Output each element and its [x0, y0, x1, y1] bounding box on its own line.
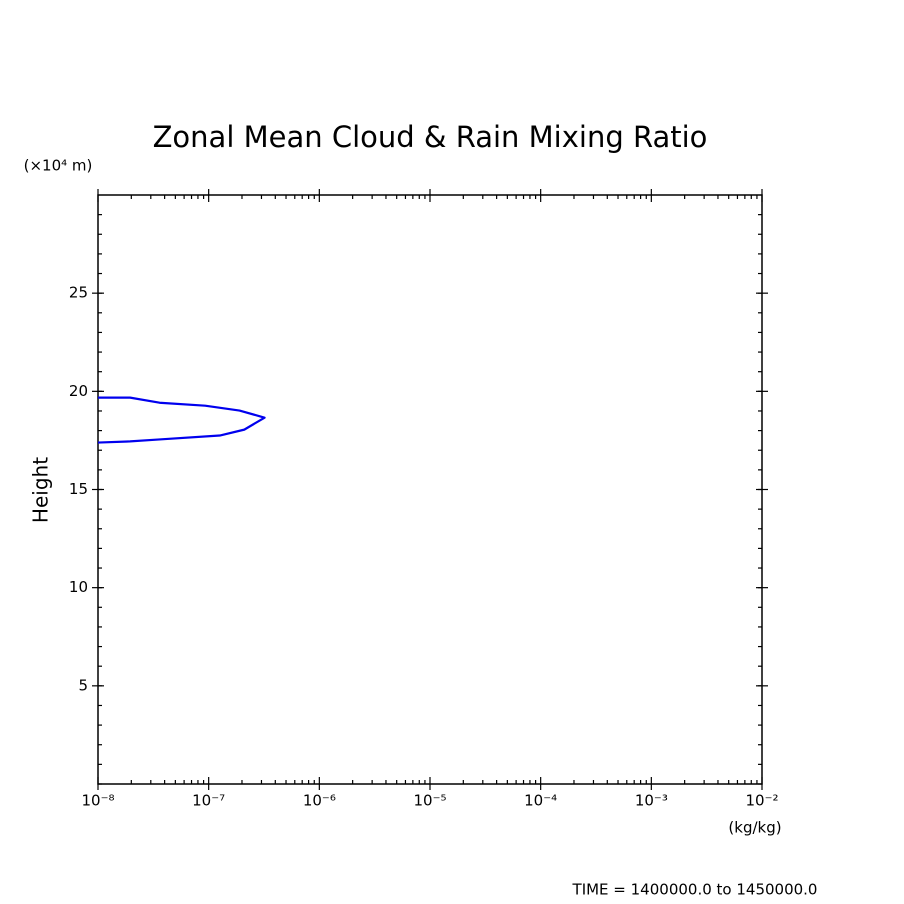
x-tick-label: 10⁻⁶	[303, 792, 336, 810]
y-axis-label: Height	[29, 457, 53, 523]
y-tick-label: 15	[69, 480, 88, 498]
y-unit-label: (×10⁴ m)	[24, 157, 93, 175]
x-tick-label: 10⁻⁷	[192, 792, 225, 810]
x-tick-label: 10⁻²	[745, 792, 778, 810]
y-tick-label: 5	[78, 676, 88, 694]
x-unit-label: (kg/kg)	[728, 819, 781, 837]
x-tick-label: 10⁻⁵	[413, 792, 446, 810]
x-tick-label: 10⁻³	[635, 792, 668, 810]
chart-title: Zonal Mean Cloud & Rain Mixing Ratio	[153, 120, 708, 154]
footer: TIME = 1400000.0 to 1450000.0	[572, 881, 818, 899]
y-tick-label: 10	[69, 578, 88, 596]
y-tick-label: 25	[69, 284, 88, 302]
y-tick-label: 20	[69, 382, 88, 400]
data-line	[97, 396, 266, 444]
x-tick-label: 10⁻⁸	[81, 792, 114, 810]
x-tick-label: 10⁻⁴	[524, 792, 557, 810]
